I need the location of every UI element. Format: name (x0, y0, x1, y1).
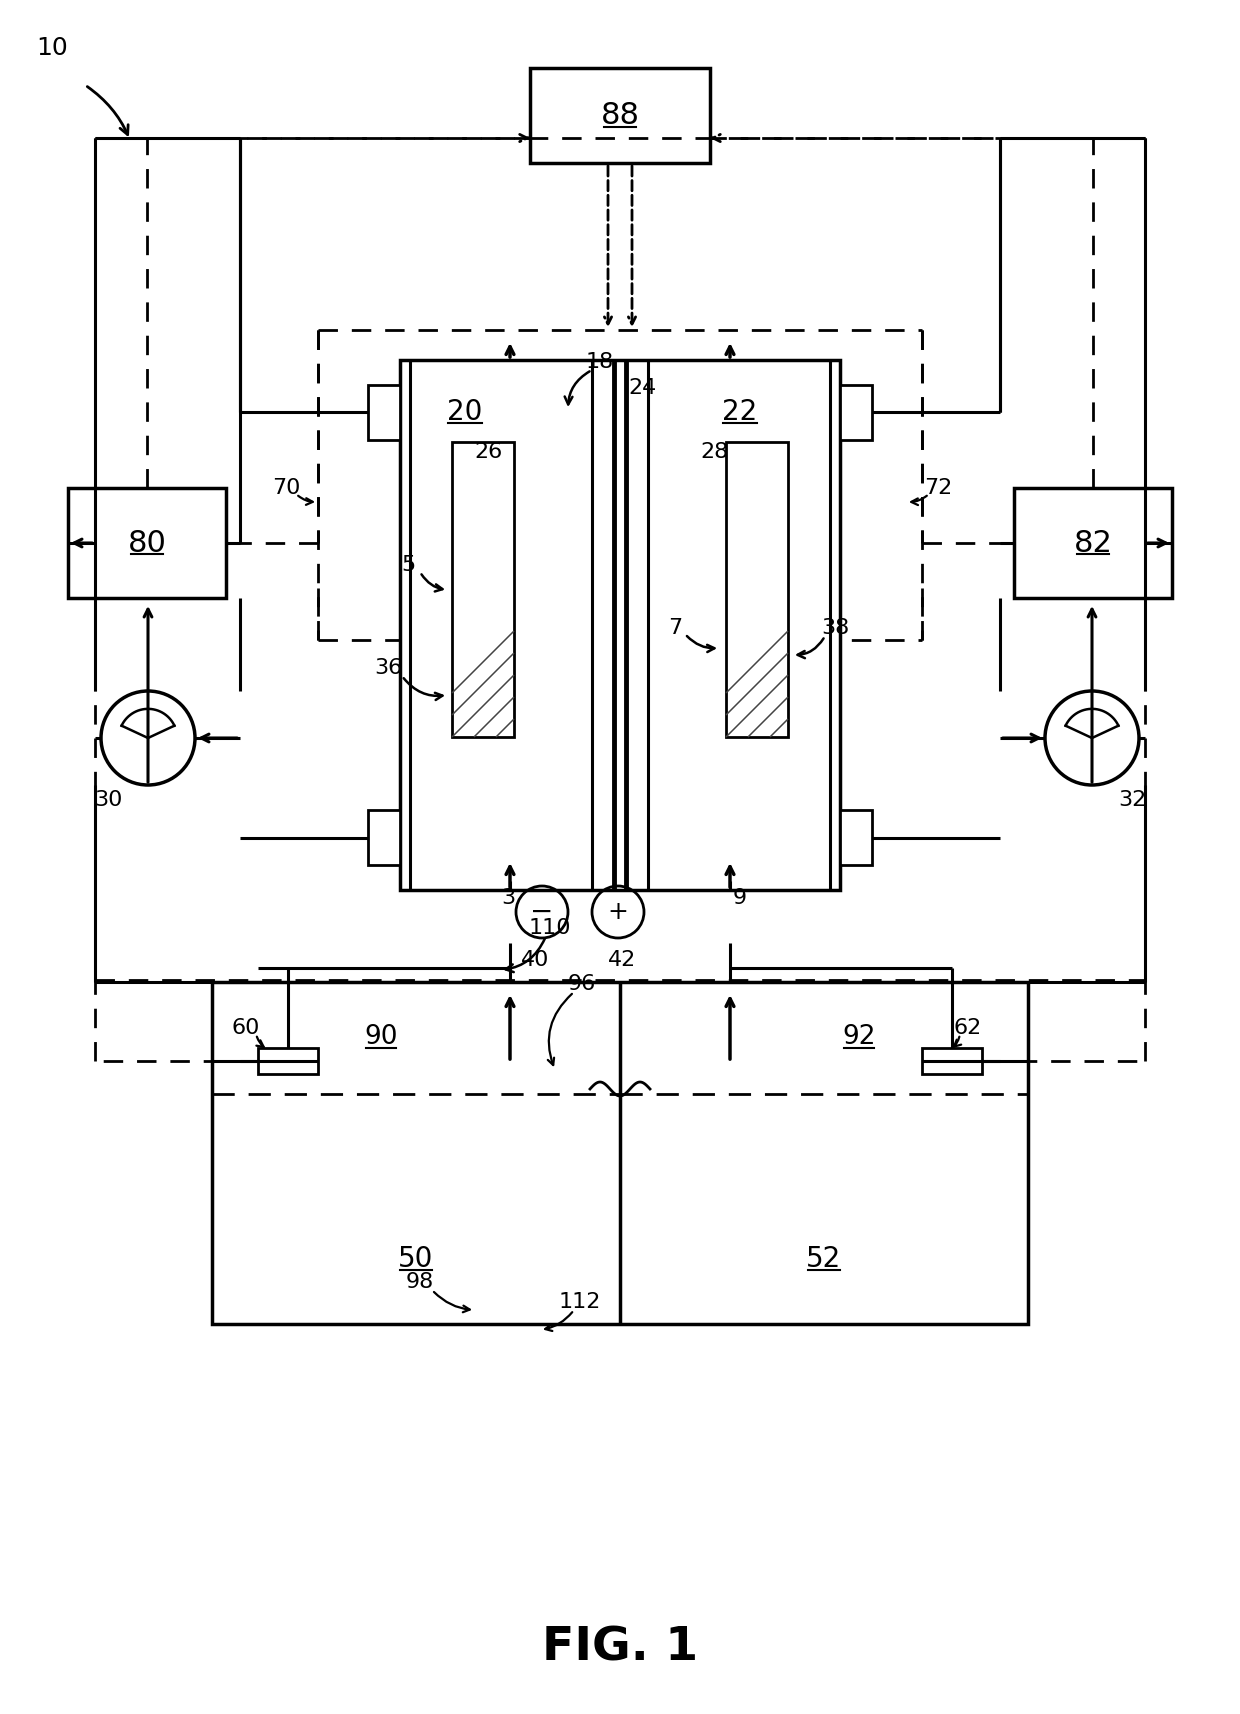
Bar (839, 811, 872, 866)
FancyArrowPatch shape (298, 495, 312, 506)
Bar (212, 982, 1028, 1323)
Text: 26: 26 (474, 442, 502, 463)
FancyArrowPatch shape (257, 1037, 264, 1047)
FancyArrowPatch shape (954, 1037, 961, 1047)
Text: 18: 18 (585, 351, 614, 372)
Text: 9: 9 (733, 888, 746, 908)
FancyArrowPatch shape (434, 1292, 470, 1313)
FancyArrowPatch shape (546, 1313, 572, 1332)
FancyArrowPatch shape (404, 679, 443, 699)
Text: 40: 40 (521, 950, 549, 970)
Text: 70: 70 (272, 478, 300, 499)
Text: 98: 98 (405, 1272, 434, 1292)
Text: 42: 42 (608, 950, 636, 970)
FancyArrowPatch shape (687, 636, 714, 651)
Text: 36: 36 (374, 658, 402, 679)
Text: 52: 52 (806, 1244, 842, 1274)
Bar (453, 442, 515, 737)
Bar (529, 69, 711, 163)
Text: 22: 22 (723, 398, 758, 427)
Bar (923, 1047, 982, 1075)
Text: 62: 62 (954, 1018, 982, 1039)
FancyArrowPatch shape (911, 495, 926, 506)
Text: 82: 82 (1074, 528, 1112, 557)
Text: 30: 30 (94, 790, 123, 811)
Text: 24: 24 (627, 379, 656, 398)
Text: 96: 96 (568, 974, 596, 994)
Text: 10: 10 (36, 36, 68, 60)
FancyArrowPatch shape (548, 994, 572, 1064)
Text: 38: 38 (821, 619, 849, 638)
Bar (1014, 488, 1172, 598)
Text: 80: 80 (128, 528, 166, 557)
Text: 32: 32 (1118, 790, 1146, 811)
Bar (258, 1047, 317, 1075)
FancyArrowPatch shape (422, 574, 443, 591)
Text: 90: 90 (365, 1023, 398, 1051)
FancyArrowPatch shape (564, 372, 589, 405)
Text: 92: 92 (842, 1023, 875, 1051)
FancyArrowPatch shape (87, 87, 128, 135)
Bar (368, 386, 401, 440)
Text: FIG. 1: FIG. 1 (542, 1625, 698, 1671)
Bar (725, 442, 787, 737)
Text: 7: 7 (668, 619, 682, 638)
Text: 60: 60 (232, 1018, 260, 1039)
Text: 5: 5 (401, 555, 415, 574)
FancyArrowPatch shape (506, 939, 544, 972)
FancyArrowPatch shape (797, 638, 823, 658)
Text: 20: 20 (448, 398, 482, 427)
Text: 110: 110 (528, 919, 572, 938)
Text: −: − (531, 898, 553, 926)
Text: 28: 28 (699, 442, 728, 463)
Text: +: + (608, 900, 629, 924)
Text: 50: 50 (398, 1244, 434, 1274)
Text: 88: 88 (600, 101, 640, 130)
Text: 72: 72 (924, 478, 952, 499)
Text: 112: 112 (559, 1292, 601, 1311)
Text: 3: 3 (501, 888, 515, 908)
Bar (368, 811, 401, 866)
Bar (68, 488, 226, 598)
Bar (401, 360, 839, 890)
Bar (839, 386, 872, 440)
